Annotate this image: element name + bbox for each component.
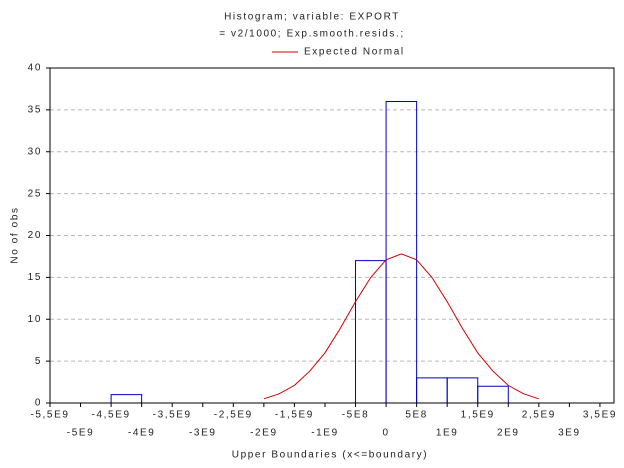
x-tick-label: 2,5E9 [522, 410, 556, 421]
bar [385, 101, 418, 404]
y-tick-label: 20 [28, 230, 42, 241]
x-tick-label: -1,5E9 [275, 410, 314, 421]
legend-label: Expected Normal [304, 47, 405, 58]
x-tick-label: -5E9 [67, 428, 95, 439]
y-tick-label: 15 [28, 272, 42, 283]
y-tick-label: 40 [28, 63, 42, 74]
x-tick-label: 3,5E9 [583, 410, 617, 421]
chart-subtitle: = v2/1000; Exp.smooth.resids.; [219, 29, 405, 40]
y-tick-label: 35 [28, 105, 42, 116]
chart-title: Histogram; variable: EXPORT [224, 12, 400, 23]
x-tick-label: 2E9 [497, 428, 520, 439]
bar [110, 394, 143, 404]
x-tick-label: -2E9 [250, 428, 278, 439]
y-tick-label: 5 [35, 356, 42, 367]
x-tick-label: -3E9 [189, 428, 217, 439]
y-axis-title: No of obs [10, 206, 21, 263]
y-tick-label: 30 [28, 146, 42, 157]
x-tick-label: 5E8 [405, 410, 428, 421]
x-tick-label: -4,5E9 [92, 410, 131, 421]
y-tick-label: 0 [35, 398, 42, 409]
bar [477, 385, 509, 404]
x-tick-label: 0 [382, 428, 389, 439]
x-tick-label: -5,5E9 [30, 410, 69, 421]
x-tick-label: -3,5E9 [153, 410, 192, 421]
x-tick-label: -5E8 [342, 410, 370, 421]
bar [355, 260, 387, 404]
x-tick-label: 3E9 [558, 428, 581, 439]
x-tick-label: 1,5E9 [461, 410, 495, 421]
y-tick-label: 25 [28, 188, 42, 199]
plot-frame [49, 67, 615, 404]
bar [446, 377, 479, 404]
x-tick-label: -4E9 [128, 428, 156, 439]
y-tick-label: 10 [28, 314, 42, 325]
x-tick-label: -2,5E9 [214, 410, 253, 421]
x-axis-title: Upper Boundaries (x<=boundary) [232, 450, 428, 461]
normal-curve [263, 253, 539, 400]
x-tick-label: 1E9 [436, 428, 459, 439]
bar [416, 377, 448, 404]
x-tick-label: -1E9 [311, 428, 339, 439]
